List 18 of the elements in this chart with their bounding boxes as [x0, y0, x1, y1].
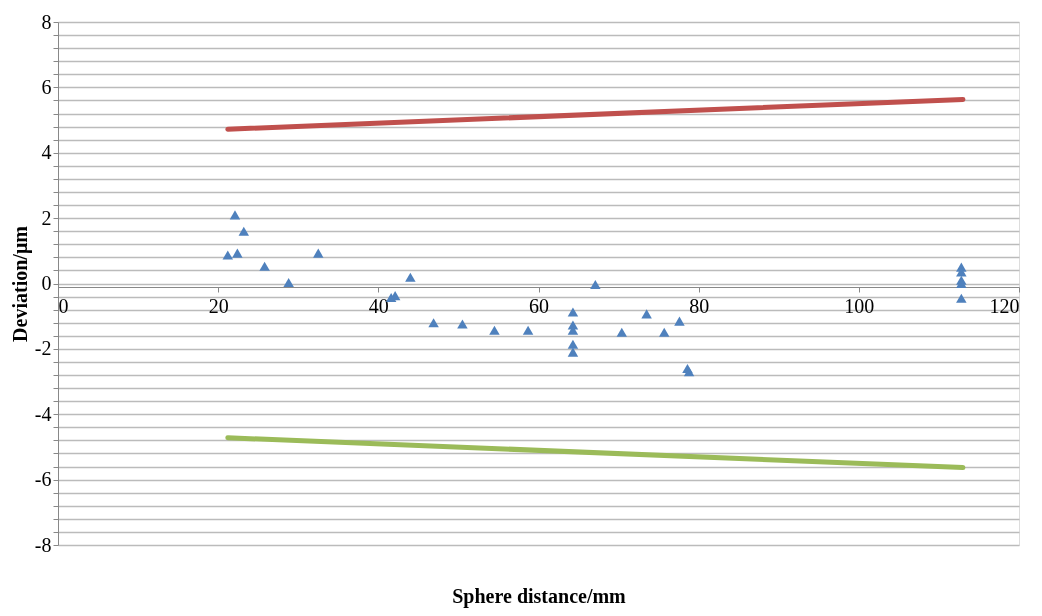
- x-tick-label: 60: [529, 294, 549, 317]
- y-tick-label: -2: [34, 337, 52, 360]
- y-tick-label: 8: [41, 10, 52, 33]
- x-axis-title: Sphere distance/mm: [452, 584, 627, 608]
- y-tick-label: 0: [41, 272, 52, 294]
- x-tick-label: 100: [844, 294, 875, 317]
- x-tick-label: 0: [58, 294, 69, 317]
- x-tick-label: 120: [989, 294, 1020, 317]
- x-tick-label: 80: [689, 294, 710, 317]
- y-tick-label: 6: [41, 75, 52, 98]
- y-tick-label: 2: [41, 206, 52, 229]
- x-tick-label: 20: [208, 294, 229, 317]
- y-tick-label: 4: [41, 141, 52, 164]
- y-tick-label: -8: [34, 533, 52, 556]
- y-tick-label: -4: [34, 402, 52, 425]
- y-axis-title: Deviation/μm: [8, 225, 32, 342]
- y-tick-label: -6: [34, 468, 52, 491]
- x-tick-label: 40: [368, 294, 389, 317]
